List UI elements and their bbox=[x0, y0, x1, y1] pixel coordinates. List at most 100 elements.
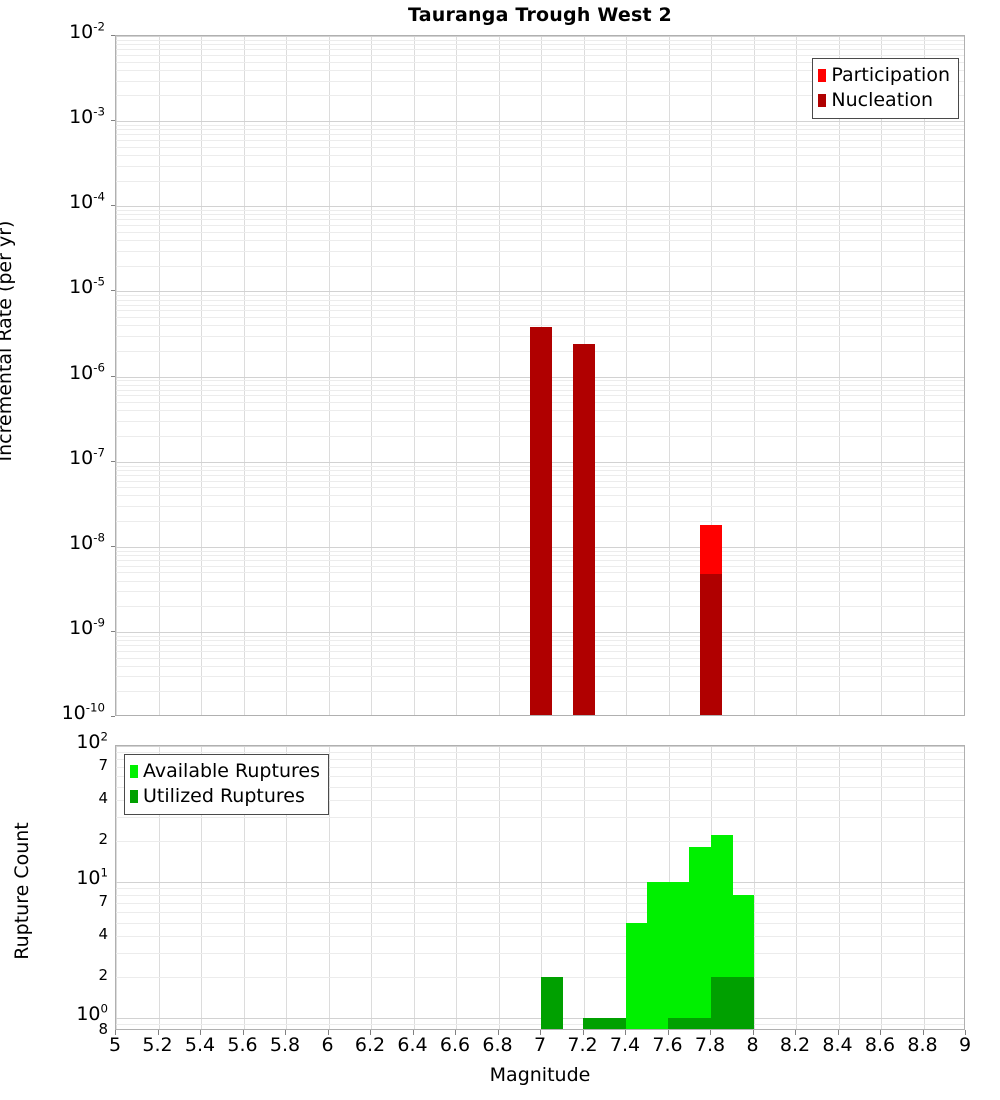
y-tick-label: 101 bbox=[76, 865, 108, 889]
x-tick-mark bbox=[752, 1030, 754, 1035]
y-axis-title-bottom: Rupture Count bbox=[11, 822, 33, 960]
legend-label-utilized-ruptures: Utilized Ruptures bbox=[143, 785, 305, 807]
bar bbox=[583, 1017, 606, 1029]
x-tick-label: 8.8 bbox=[907, 1034, 938, 1056]
gridline-vertical bbox=[116, 36, 117, 715]
gridline-horizontal bbox=[116, 231, 964, 233]
y-tick-label: 10-9 bbox=[69, 615, 105, 639]
x-tick-label: 8 bbox=[746, 1034, 759, 1056]
y-tick-mark bbox=[111, 375, 115, 377]
x-tick-label: 6.2 bbox=[354, 1034, 386, 1056]
y-tick-label: 8 bbox=[98, 1020, 108, 1038]
x-tick-label: 7.4 bbox=[609, 1034, 641, 1056]
gridline-vertical bbox=[711, 36, 712, 715]
bar bbox=[668, 1017, 691, 1029]
x-tick-label: 5.4 bbox=[184, 1034, 216, 1056]
gridline-horizontal bbox=[116, 61, 964, 63]
bar bbox=[700, 573, 722, 715]
y-tick-label: 4 bbox=[98, 789, 108, 808]
gridline-horizontal bbox=[116, 881, 964, 883]
gridline-horizontal bbox=[116, 922, 964, 924]
bar bbox=[625, 922, 648, 1029]
gridline-horizontal bbox=[116, 125, 964, 127]
legend-label-nucleation: Nucleation bbox=[831, 89, 934, 111]
y-tick-mark bbox=[111, 205, 115, 207]
gridline-vertical bbox=[753, 746, 755, 1029]
x-tick-mark bbox=[242, 1030, 244, 1035]
y-tick-label: 7 bbox=[98, 756, 108, 775]
x-tick-mark bbox=[370, 1030, 371, 1035]
participation-swatch bbox=[818, 69, 827, 82]
gridline-vertical bbox=[881, 746, 882, 1029]
y-tick-label: 102 bbox=[76, 729, 108, 753]
gridline-horizontal bbox=[116, 895, 964, 897]
gridline-horizontal bbox=[116, 129, 964, 131]
gridline-horizontal bbox=[116, 325, 964, 327]
x-tick-mark bbox=[710, 1030, 711, 1035]
incremental-rate-panel: Participation Nucleation bbox=[115, 35, 965, 716]
y-tick-label: 10-3 bbox=[69, 104, 105, 129]
bar bbox=[710, 976, 733, 1029]
legend-item-participation: Participation bbox=[818, 63, 950, 88]
y-tick-label: 7 bbox=[98, 891, 108, 910]
y-tick-label: 10-6 bbox=[69, 360, 105, 384]
x-tick-mark bbox=[115, 1030, 116, 1035]
x-tick-mark bbox=[540, 1030, 541, 1035]
gridline-vertical bbox=[541, 746, 542, 1029]
gridline-vertical bbox=[838, 746, 840, 1029]
y-tick-mark bbox=[111, 716, 115, 717]
gridline-horizontal bbox=[116, 1024, 964, 1026]
x-tick-label: 7 bbox=[533, 1034, 547, 1056]
gridline-horizontal bbox=[116, 206, 964, 208]
gridline-horizontal bbox=[116, 776, 964, 778]
gridline-horizontal bbox=[116, 240, 964, 242]
y-tick-label: 2 bbox=[98, 965, 108, 984]
gridline-vertical bbox=[498, 746, 500, 1029]
gridline-vertical bbox=[838, 36, 840, 715]
x-tick-mark bbox=[455, 1030, 456, 1035]
legend-item-available-ruptures: Available Ruptures bbox=[130, 759, 320, 784]
gridline-horizontal bbox=[116, 304, 964, 306]
y-tick-label: 100 bbox=[76, 1001, 108, 1025]
x-tick-label: 5 bbox=[108, 1034, 122, 1056]
gridline-horizontal bbox=[116, 936, 964, 937]
y-tick-mark bbox=[111, 460, 115, 462]
gridline-vertical bbox=[753, 36, 755, 715]
y-tick-label: 10-10 bbox=[61, 700, 105, 724]
gridline-horizontal bbox=[116, 759, 964, 761]
y-axis-title-top: Incremental Rate (per yr) bbox=[0, 220, 16, 462]
y-tick-label: 4 bbox=[98, 925, 108, 943]
gridline-vertical bbox=[456, 746, 457, 1029]
gridline-vertical bbox=[286, 746, 287, 1029]
gridline-vertical bbox=[626, 36, 627, 715]
bar bbox=[689, 1017, 712, 1029]
gridline-horizontal bbox=[116, 146, 964, 148]
x-tick-mark bbox=[327, 1030, 329, 1035]
bottom-plot-area bbox=[116, 746, 964, 1029]
gridline-horizontal bbox=[116, 888, 964, 890]
gridline-vertical bbox=[413, 36, 415, 715]
x-tick-label: 8.4 bbox=[822, 1034, 853, 1056]
gridline-vertical bbox=[668, 36, 670, 715]
gridline-horizontal bbox=[116, 800, 964, 802]
gridline-horizontal bbox=[116, 902, 964, 904]
gridline-horizontal bbox=[116, 817, 964, 819]
x-tick-mark bbox=[667, 1030, 669, 1035]
y-tick-mark bbox=[111, 290, 115, 292]
x-tick-label: 9 bbox=[958, 1034, 972, 1056]
bar bbox=[689, 847, 712, 1029]
gridline-horizontal bbox=[116, 767, 964, 769]
gridline-horizontal bbox=[116, 210, 964, 212]
x-tick-label: 6 bbox=[321, 1034, 334, 1056]
x-tick-mark bbox=[200, 1030, 201, 1035]
gridline-vertical bbox=[498, 36, 500, 715]
gridline-vertical bbox=[116, 746, 117, 1029]
y-tick-label: 10-4 bbox=[69, 189, 105, 214]
y-tick-label: 10-8 bbox=[69, 530, 105, 554]
gridline-horizontal bbox=[116, 121, 964, 123]
gridline-vertical bbox=[626, 746, 627, 1029]
gridline-horizontal bbox=[116, 952, 964, 954]
x-tick-label: 7.8 bbox=[694, 1034, 726, 1056]
gridline-horizontal bbox=[116, 80, 964, 82]
x-tick-label: 8.6 bbox=[864, 1034, 896, 1056]
